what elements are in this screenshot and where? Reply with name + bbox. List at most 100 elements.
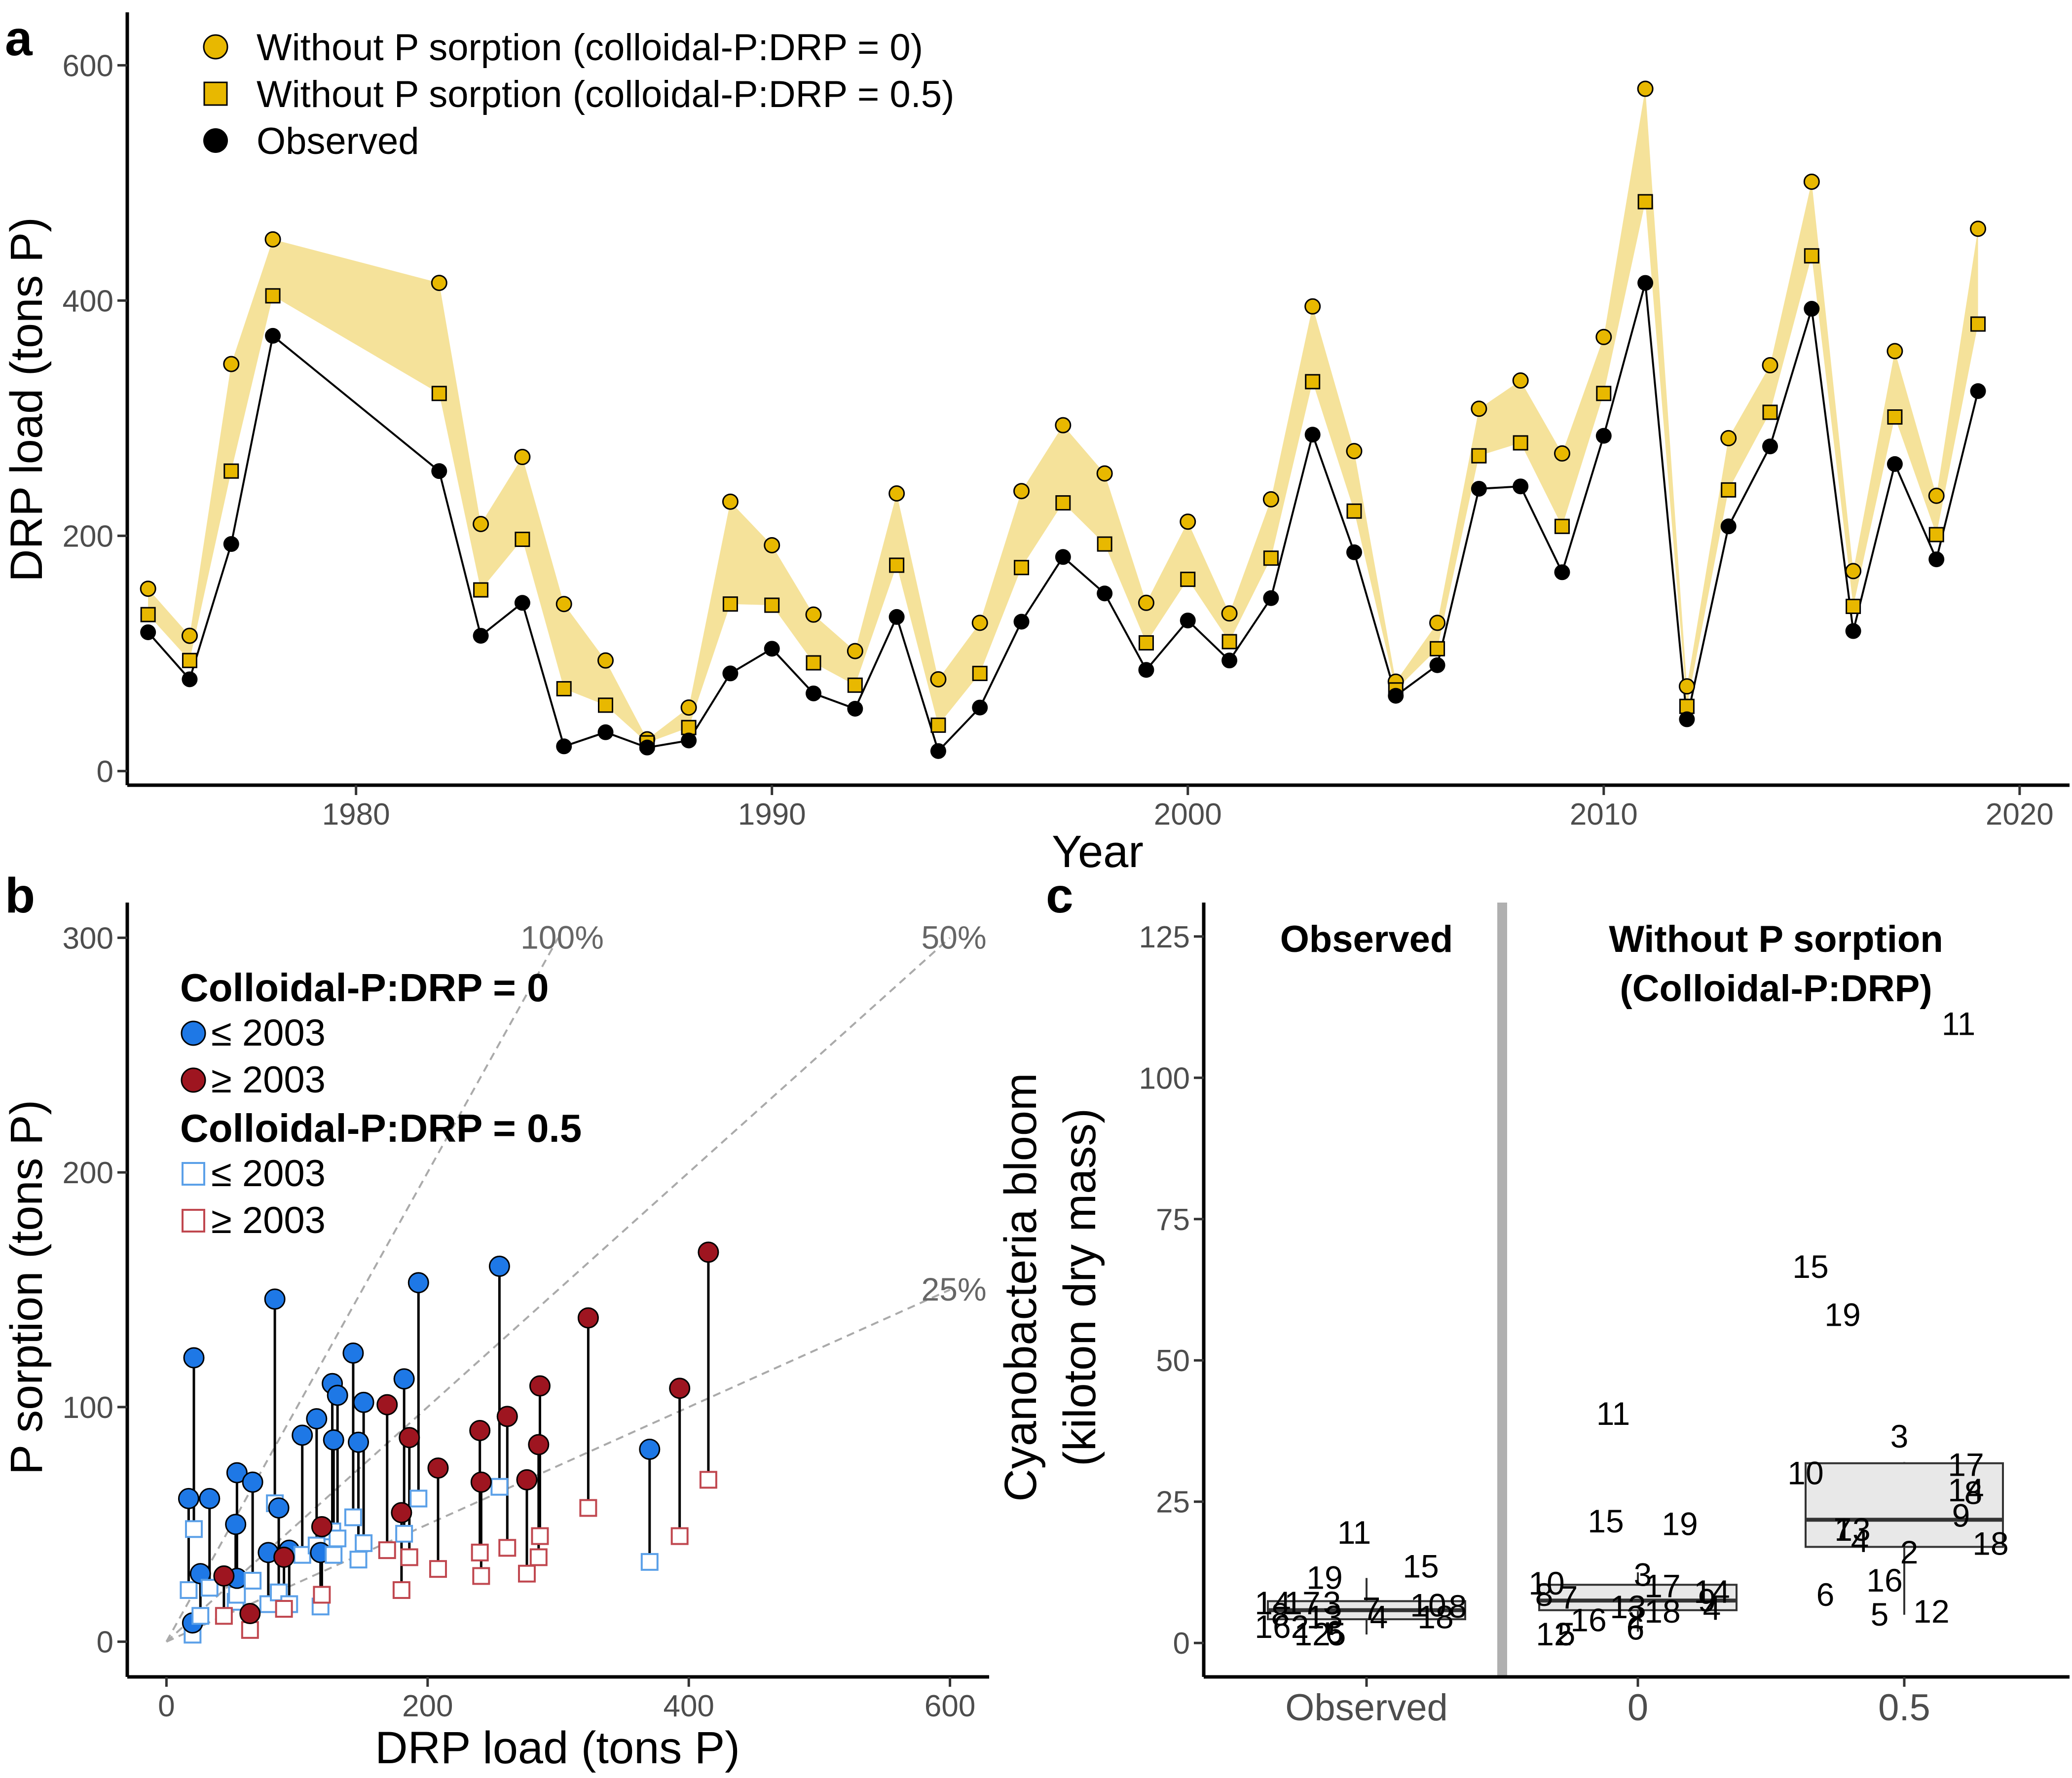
year-label: 5 (1328, 1616, 1346, 1652)
point-colloidal-0 (1637, 80, 1654, 97)
point-filled-circle (669, 1378, 691, 1399)
point-open-square (215, 1607, 233, 1625)
point-colloidal-05 (1846, 598, 1861, 614)
point-filled-circle (376, 1394, 398, 1415)
point-colloidal-0 (1678, 678, 1695, 695)
point-observed (556, 738, 572, 755)
point-colloidal-05 (431, 386, 447, 401)
point-colloidal-05 (1887, 409, 1903, 425)
point-observed (639, 739, 655, 756)
point-open-square (395, 1524, 413, 1543)
y-tick-label-c: 0 (1173, 1627, 1190, 1661)
point-observed (722, 665, 739, 682)
panel-label-c: c (1046, 868, 1073, 923)
point-colloidal-0 (1262, 491, 1279, 508)
point-filled-circle (393, 1368, 415, 1390)
point-colloidal-0 (764, 537, 780, 553)
point-open-square (241, 1621, 259, 1639)
point-open-square (244, 1571, 262, 1590)
point-colloidal-05 (1180, 572, 1196, 587)
point-colloidal-05 (1305, 374, 1321, 390)
point-colloidal-05 (1471, 448, 1487, 464)
year-label: 6 (1816, 1576, 1835, 1613)
legend-a: Without P sorption (colloidal-P:DRP = 0)… (203, 27, 954, 162)
point-colloidal-0 (1138, 594, 1154, 611)
point-colloidal-0 (1096, 465, 1113, 482)
year-label: 15 (1403, 1548, 1439, 1585)
point-open-square (498, 1539, 517, 1557)
reference-line (166, 937, 951, 1643)
point-colloidal-0 (1304, 298, 1321, 315)
y-axis-title-c-line1: Cyanobacteria bloom (996, 1073, 1046, 1501)
point-colloidal-0 (1803, 173, 1820, 190)
point-colloidal-0 (1346, 443, 1363, 460)
point-open-square (275, 1600, 293, 1618)
point-colloidal-05 (1014, 560, 1030, 576)
year-label: 16 (1255, 1608, 1291, 1645)
point-observed (1429, 657, 1445, 673)
point-observed (1637, 275, 1654, 291)
point-open-square (293, 1546, 311, 1564)
point-open-square (518, 1564, 536, 1583)
point-open-square (429, 1560, 447, 1578)
point-colloidal-05 (681, 720, 697, 735)
x-tick-label-a: 1990 (738, 798, 806, 832)
point-filled-circle (239, 1603, 261, 1625)
point-observed (1221, 653, 1238, 669)
point-observed (1055, 549, 1071, 565)
point-colloidal-05 (930, 717, 946, 733)
point-open-square (409, 1489, 428, 1508)
point-observed (1928, 551, 1945, 568)
point-colloidal-0 (971, 615, 988, 631)
point-open-square (378, 1541, 396, 1560)
point-filled-circle (528, 1434, 550, 1455)
point-observed (1138, 662, 1154, 678)
x-axis-title-a: Year (1052, 827, 1144, 877)
point-open-square (670, 1527, 689, 1545)
y-tick-label-a: 400 (63, 284, 113, 318)
year-label: 15 (1588, 1503, 1624, 1539)
point-filled-circle (469, 1419, 491, 1441)
point-colloidal-0 (1180, 513, 1196, 530)
point-colloidal-05 (1263, 550, 1279, 566)
year-label: 3 (1634, 1557, 1652, 1593)
legend-key-blue-square (182, 1162, 205, 1186)
x-tick-label-c: 0 (1628, 1687, 1648, 1729)
year-label: 11 (1337, 1514, 1371, 1551)
year-label: 12 (1294, 1616, 1330, 1652)
point-colloidal-05 (1430, 641, 1445, 656)
point-colloidal-05 (1679, 698, 1695, 714)
strip-label-sorption-line2: (Colloidal-P:DRP) (1620, 968, 1932, 1010)
legend-title-b2: Colloidal-P:DRP = 0.5 (180, 1106, 582, 1150)
point-filled-circle (327, 1384, 348, 1406)
point-colloidal-05 (1928, 527, 1944, 543)
point-colloidal-05 (1637, 194, 1653, 210)
x-tick-label-c: Observed (1285, 1687, 1448, 1729)
point-colloidal-05 (1138, 635, 1154, 651)
point-colloidal-05 (764, 597, 780, 613)
point-colloidal-0 (930, 671, 947, 688)
point-colloidal-05 (847, 677, 863, 693)
point-observed (182, 671, 198, 688)
point-colloidal-05 (223, 463, 239, 479)
point-open-square (699, 1471, 717, 1489)
point-observed (223, 536, 239, 552)
point-filled-circle (399, 1427, 420, 1449)
point-observed (1887, 456, 1903, 472)
point-filled-circle (268, 1497, 290, 1519)
year-label: 16 (1866, 1562, 1902, 1598)
year-label: 14 (1694, 1573, 1730, 1610)
legend-label-b: ≥ 2003 (211, 1199, 326, 1241)
point-filled-circle (391, 1502, 412, 1524)
y-tick-label-b: 0 (97, 1626, 113, 1660)
year-label: 10 (1528, 1565, 1564, 1601)
point-open-square (180, 1581, 198, 1599)
point-colloidal-05 (1970, 316, 1986, 332)
point-observed (1845, 623, 1861, 639)
point-colloidal-05 (597, 697, 613, 713)
year-label: 14 (1255, 1585, 1291, 1621)
legend-key-square (203, 81, 228, 106)
y-tick-label-a: 0 (97, 755, 113, 789)
point-open-square (349, 1551, 368, 1569)
point-colloidal-05 (806, 655, 821, 671)
